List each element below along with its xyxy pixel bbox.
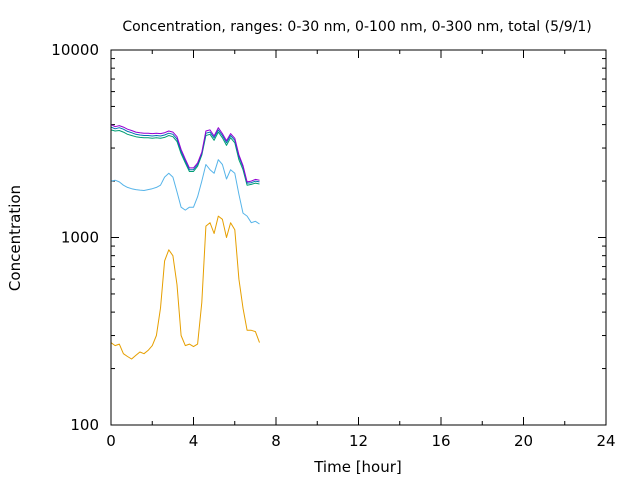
chart-title: Concentration, ranges: 0-30 nm, 0-100 nm… (122, 19, 591, 35)
x-tick-label: 16 (431, 432, 450, 450)
x-tick-label: 24 (596, 432, 615, 450)
x-axis-title: Time [hour] (313, 458, 402, 476)
y-tick-label: 10000 (51, 41, 99, 59)
series-line-5 (110, 124, 260, 183)
series-layer (110, 124, 260, 360)
x-tick-label: 4 (189, 432, 199, 450)
axis-ticks: 0 4 8 12 16 20 24 100 1000 10000 (51, 41, 615, 450)
x-tick-label: 12 (349, 432, 368, 450)
series-line-2 (110, 159, 260, 225)
series-line-1 (110, 215, 260, 360)
x-tick-label: 0 (106, 432, 116, 450)
y-axis-title: Concentration (6, 185, 24, 291)
series-line-3 (110, 129, 260, 186)
y-tick-label: 1000 (61, 229, 99, 247)
plot-frame (110, 49, 607, 426)
x-tick-label: 8 (271, 432, 281, 450)
y-tick-label: 100 (70, 416, 99, 434)
x-tick-label: 20 (514, 432, 533, 450)
